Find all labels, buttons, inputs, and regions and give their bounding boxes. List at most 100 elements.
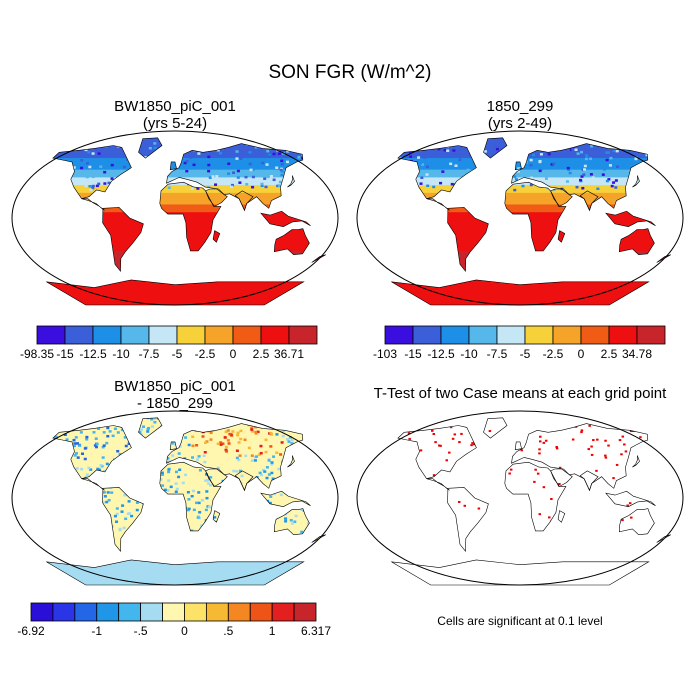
- coastline-arabia: [205, 468, 228, 487]
- field-band: [391, 212, 671, 217]
- field-speckle: [267, 473, 271, 476]
- field-speckle: [513, 175, 517, 178]
- colorbar-swatch: [412, 325, 442, 345]
- field-speckle: [517, 167, 521, 170]
- colorbar-tick-label: 2.5: [253, 347, 270, 361]
- coastline-seAsiaIslands: [605, 210, 656, 228]
- colorbar-swatch: [184, 602, 207, 622]
- field-speckle: [223, 174, 227, 178]
- field-speckle: [277, 184, 281, 187]
- field-speckle: [254, 430, 258, 434]
- field-speckle: [105, 500, 109, 504]
- field-speckle: [265, 163, 269, 166]
- panel-title-control-line1: 1850_299: [486, 98, 554, 115]
- field-speckle: [95, 442, 99, 446]
- field-speckle: [198, 469, 202, 472]
- field-speckle: [529, 158, 533, 162]
- field-speckle: [153, 420, 157, 424]
- field-speckle: [271, 477, 275, 480]
- field-band: [46, 216, 326, 221]
- field-speckle: [513, 188, 517, 192]
- field-speckle: [190, 494, 194, 498]
- field-speckle: [225, 450, 229, 453]
- field-speckle: [277, 467, 281, 471]
- coastline-india: [579, 190, 599, 212]
- field-speckle: [566, 166, 570, 170]
- field-speckle: [103, 469, 107, 473]
- coastline-centralAmerica: [426, 478, 450, 491]
- field-speckle: [230, 185, 234, 189]
- colorbar-swatch: [204, 325, 234, 345]
- significant-cell: [434, 441, 437, 444]
- field-speckle: [174, 490, 178, 494]
- significant-cell: [595, 469, 598, 472]
- panel-title-ttest: T-Test of two Case means at each grid po…: [355, 385, 685, 402]
- field-speckle: [567, 168, 571, 171]
- coastline-arabia: [550, 468, 573, 487]
- field-speckle: [91, 175, 95, 179]
- field-speckle: [419, 161, 423, 165]
- field-speckle: [631, 158, 635, 161]
- field-speckle: [73, 423, 77, 426]
- field-speckle: [211, 175, 215, 178]
- field-speckle: [101, 445, 105, 449]
- field-speckle: [287, 426, 291, 429]
- field-speckle: [195, 444, 199, 447]
- field-speckle: [236, 169, 240, 173]
- field-speckle: [264, 450, 268, 454]
- colorbar-swatch: [249, 602, 273, 622]
- field-speckle: [75, 467, 79, 470]
- significant-cell: [508, 472, 511, 475]
- field-speckle: [223, 436, 227, 439]
- field-speckle: [209, 438, 213, 441]
- coastline-newZealand: [311, 254, 326, 263]
- field-speckle: [94, 437, 98, 440]
- significant-cell: [588, 424, 591, 427]
- coastline-southAmerica: [102, 487, 144, 553]
- significant-cell: [542, 486, 546, 489]
- colorbar-tick-label: .5: [223, 624, 233, 638]
- coastline-africa: [504, 181, 567, 252]
- field-speckle: [261, 161, 265, 165]
- field-speckle: [123, 436, 127, 439]
- field-speckle: [123, 165, 127, 169]
- significant-cell: [415, 426, 419, 429]
- field-speckle: [224, 445, 228, 449]
- field-speckle: [289, 425, 293, 429]
- significant-cell: [432, 433, 436, 436]
- field-speckle: [270, 461, 274, 464]
- field-speckle: [172, 162, 176, 165]
- field-speckle: [570, 150, 574, 154]
- coastline-japan: [632, 175, 640, 188]
- field-speckle: [552, 162, 556, 166]
- field-speckle: [293, 520, 297, 523]
- field-speckle: [224, 448, 228, 452]
- field-speckle: [514, 178, 518, 181]
- field-speckle: [74, 436, 78, 439]
- field-speckle: [605, 151, 609, 154]
- field-band: [391, 204, 671, 209]
- field-speckle: [106, 491, 110, 494]
- field-speckle: [185, 169, 189, 173]
- field-speckle: [253, 459, 257, 462]
- field-speckle: [541, 155, 545, 158]
- field-speckle: [431, 179, 435, 182]
- field-speckle: [251, 412, 254, 415]
- field-speckle: [583, 143, 587, 147]
- field-speckle: [426, 184, 430, 188]
- significant-cell: [408, 437, 411, 440]
- field-band: [391, 200, 671, 206]
- field-speckle: [248, 162, 252, 166]
- coastline-greenland: [138, 417, 163, 439]
- field-speckle: [585, 154, 589, 157]
- field-speckle: [550, 163, 554, 166]
- field-band: [391, 165, 671, 171]
- field-speckle: [77, 422, 81, 426]
- colorbar-swatch: [288, 325, 318, 345]
- field-speckle: [606, 151, 610, 154]
- colorbar-difference: -6.92 -1 -.5 0 .5 1 6.317: [17, 602, 331, 638]
- field-speckle: [175, 487, 179, 491]
- coastline-northAmerica: [397, 145, 477, 200]
- field-speckle: [216, 442, 220, 446]
- field-speckle: [278, 180, 282, 184]
